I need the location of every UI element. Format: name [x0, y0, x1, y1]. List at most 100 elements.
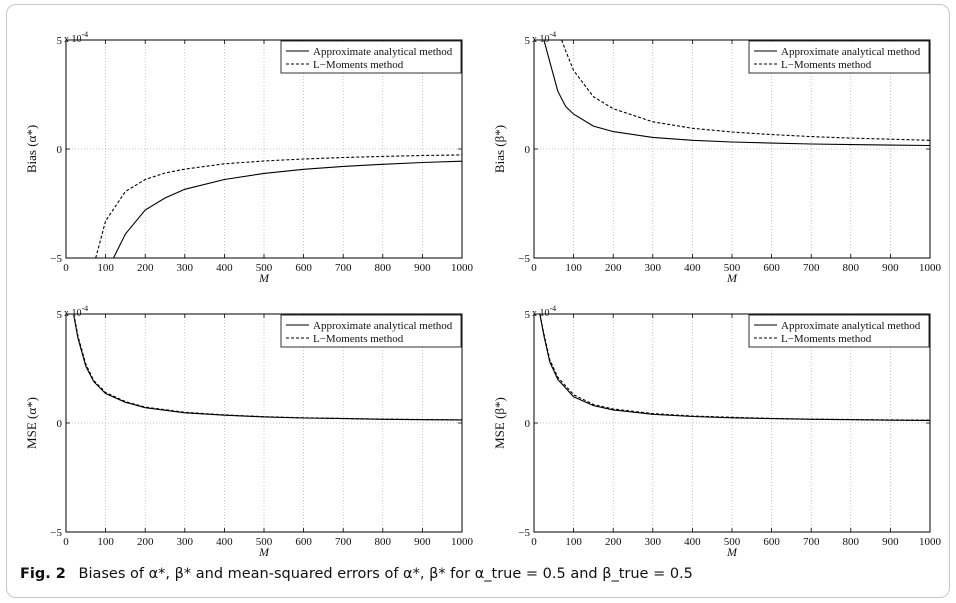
x-tick-label: 500	[724, 262, 741, 274]
x-tick-label: 400	[684, 262, 701, 274]
y-tick-label: −5	[518, 527, 530, 539]
x-tick-label: 400	[216, 536, 233, 548]
x-tick-label: 800	[375, 262, 392, 274]
y-tick-label: 0	[57, 418, 63, 430]
series-line-l-moments	[95, 154, 462, 258]
legend-box	[748, 314, 930, 348]
y-axis-label: MSE (β*)	[492, 397, 507, 449]
x-tick-label: 0	[531, 536, 537, 548]
y-tick-label: −5	[518, 253, 530, 265]
series-line-l-moments	[539, 314, 930, 421]
x-tick-label: 300	[645, 536, 662, 548]
legend-label: L−Moments method	[781, 333, 872, 345]
legend-box	[280, 314, 462, 348]
y-tick-label: −5	[50, 253, 62, 265]
x-axis-label: M	[726, 545, 738, 559]
y-scale-exponent: x 10-4	[532, 304, 556, 319]
y-tick-label: 0	[525, 418, 531, 430]
x-tick-label: 1000	[919, 262, 942, 274]
y-scale-exponent: x 10-4	[64, 304, 88, 319]
y-scale-exponent: x 10-4	[64, 30, 88, 45]
x-tick-label: 600	[295, 262, 312, 274]
legend-label: L−Moments method	[781, 59, 872, 71]
y-axis-label: Bias (α*)	[24, 125, 39, 173]
x-tick-label: 600	[295, 536, 312, 548]
x-tick-label: 0	[63, 536, 69, 548]
figure-frame	[6, 4, 950, 598]
x-tick-label: 500	[256, 536, 273, 548]
series-line-analytical	[73, 316, 462, 421]
x-axis-label: M	[258, 271, 270, 285]
series-line-analytical	[543, 40, 930, 147]
x-tick-label: 900	[414, 262, 431, 274]
x-tick-label: 200	[605, 536, 622, 548]
x-tick-label: 700	[803, 536, 820, 548]
x-axis-label: M	[258, 545, 270, 559]
x-tick-label: 1000	[451, 262, 474, 274]
caption-label: Fig. 2	[20, 566, 66, 582]
y-tick-label: 5	[57, 309, 63, 321]
x-tick-label: 300	[177, 536, 194, 548]
figure-caption: Fig. 2 Biases of α*, β* and mean-squared…	[20, 566, 693, 582]
x-tick-label: 400	[684, 536, 701, 548]
x-tick-label: 200	[605, 262, 622, 274]
x-tick-label: 400	[216, 262, 233, 274]
y-tick-label: 5	[57, 35, 63, 47]
legend-box	[280, 40, 462, 74]
y-tick-label: 5	[525, 35, 531, 47]
legend-box	[748, 40, 930, 74]
x-tick-label: 800	[843, 262, 860, 274]
x-tick-label: 900	[882, 262, 899, 274]
x-tick-label: 100	[97, 536, 114, 548]
x-tick-label: 900	[882, 536, 899, 548]
legend-label: Approximate analytical method	[313, 46, 453, 58]
series-line-l-moments	[73, 314, 462, 421]
x-tick-label: 500	[724, 536, 741, 548]
x-axis-label: M	[726, 271, 738, 285]
legend-label: L−Moments method	[313, 59, 404, 71]
x-tick-label: 200	[137, 536, 154, 548]
y-tick-label: 5	[525, 309, 531, 321]
x-tick-label: 200	[137, 262, 154, 274]
legend-label: L−Moments method	[313, 333, 404, 345]
x-tick-label: 100	[97, 262, 114, 274]
series-line-l-moments	[561, 40, 930, 141]
legend-label: Approximate analytical method	[313, 320, 453, 332]
y-tick-label: −5	[50, 527, 62, 539]
caption-text: Biases of α*, β* and mean-squared errors…	[78, 566, 693, 582]
x-tick-label: 700	[335, 536, 352, 548]
x-tick-label: 500	[256, 262, 273, 274]
y-axis-label: Bias (β*)	[492, 125, 507, 173]
x-tick-label: 600	[763, 262, 780, 274]
x-tick-label: 1000	[919, 536, 942, 548]
x-tick-label: 700	[335, 262, 352, 274]
x-tick-label: 0	[63, 262, 69, 274]
x-tick-label: 600	[763, 536, 780, 548]
x-tick-label: 300	[645, 262, 662, 274]
x-tick-label: 300	[177, 262, 194, 274]
x-tick-label: 0	[531, 262, 537, 274]
x-tick-label: 700	[803, 262, 820, 274]
x-tick-label: 100	[565, 536, 582, 548]
x-tick-label: 800	[375, 536, 392, 548]
x-tick-label: 800	[843, 536, 860, 548]
y-tick-label: 0	[57, 144, 63, 156]
y-scale-exponent: x 10-4	[532, 30, 556, 45]
x-tick-label: 900	[414, 536, 431, 548]
x-tick-label: 100	[565, 262, 582, 274]
legend-label: Approximate analytical method	[781, 46, 921, 58]
y-tick-label: 0	[525, 144, 531, 156]
y-axis-label: MSE (α*)	[24, 397, 39, 449]
x-tick-label: 1000	[451, 536, 474, 548]
legend-label: Approximate analytical method	[781, 320, 921, 332]
series-line-analytical	[113, 160, 462, 258]
